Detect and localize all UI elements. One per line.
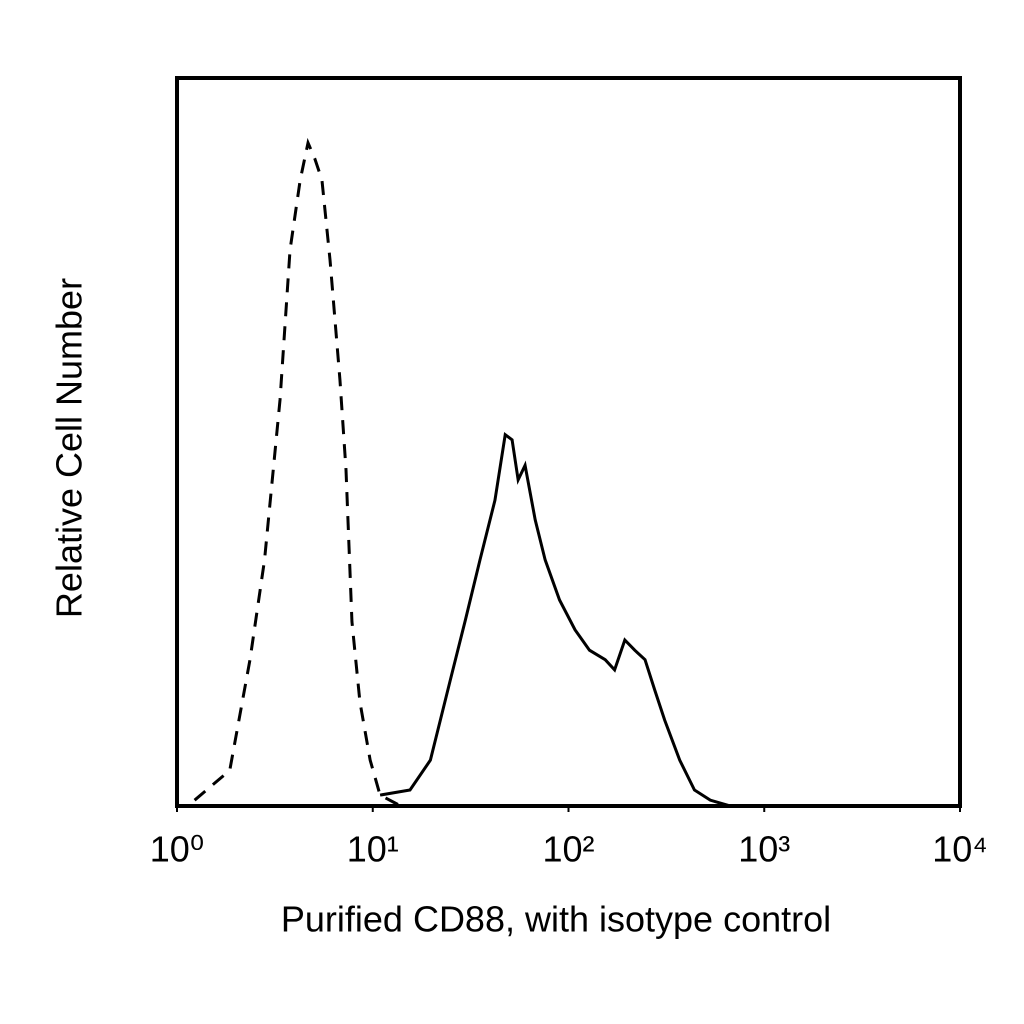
x-tick-label: 10⁰ — [150, 829, 204, 870]
y-axis-label: Relative Cell Number — [49, 278, 90, 618]
x-tick-label: 10¹ — [347, 829, 399, 870]
histogram-line — [379, 432, 731, 808]
plot-frame — [175, 76, 962, 808]
x-tick-label: 10² — [542, 829, 594, 870]
x-axis-label: Purified CD88, with isotype control — [281, 899, 831, 940]
x-tick-label: 10⁴ — [932, 829, 988, 870]
histogram-line — [193, 137, 402, 808]
x-tick-label: 10³ — [738, 829, 790, 870]
